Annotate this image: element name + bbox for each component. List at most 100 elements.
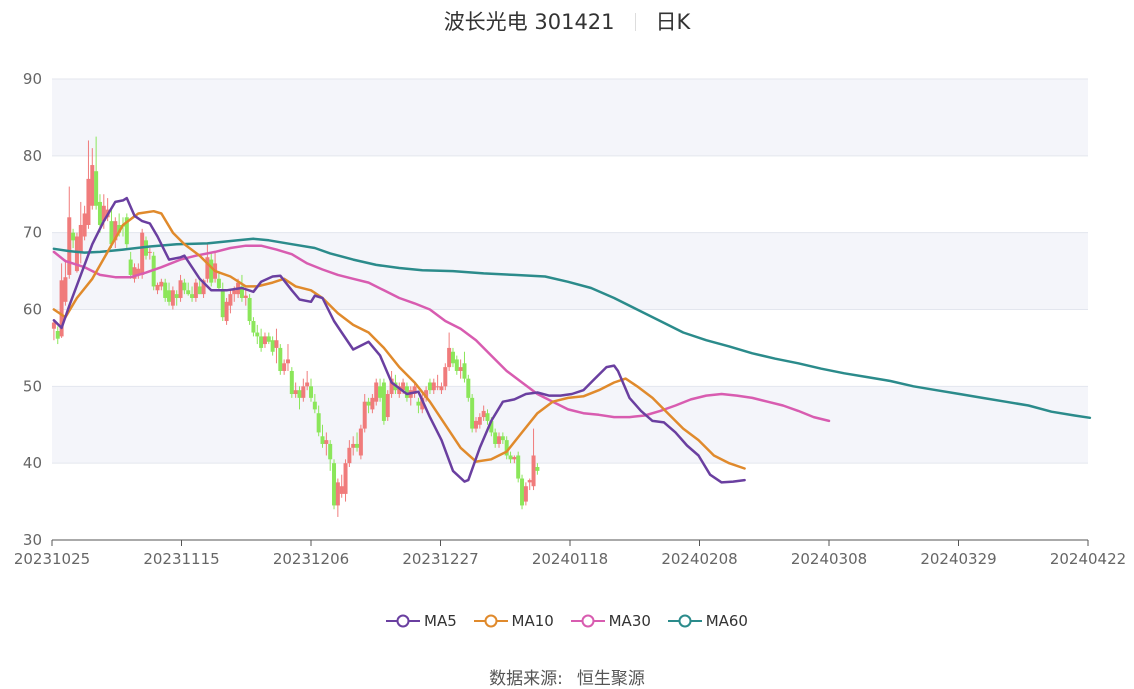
candle-body [220,290,225,318]
candle-body [224,301,229,322]
candle-body [90,165,95,206]
candle-body [243,295,248,298]
candle-body [439,386,444,391]
y-tick-label: 60 [23,301,42,319]
x-tick-label: 20231206 [273,550,349,568]
candle-body [255,332,260,337]
x-tick-label: 20240308 [791,550,867,568]
candle-body [266,336,271,342]
candle-body [247,297,252,322]
candle-body [332,463,337,506]
candle-body [431,382,436,391]
legend: MA5 MA10 MA30 MA60 [0,612,1134,632]
candle-body [63,277,68,302]
candle-body [270,340,275,352]
x-tick-label: 20231227 [402,550,478,568]
candle-body [466,378,471,398]
ma60-line [52,237,1092,420]
candle-body [424,390,429,398]
candle-body [67,217,72,275]
candle-body [520,478,525,506]
candle-body [347,447,352,464]
candle-body [228,294,233,306]
candle-body [113,221,118,241]
candle-body [320,436,325,444]
candle-body [159,281,164,287]
candle-body [78,224,83,252]
candle-body [163,282,168,298]
candle-body [301,386,306,398]
candle-body [259,336,264,348]
candle-body [450,351,455,364]
candle-body [239,286,244,298]
candle-body [197,286,202,295]
legend-item-ma10[interactable]: MA10 [473,612,554,630]
x-tick-label: 20240208 [661,550,737,568]
candle-body [193,282,198,298]
legend-ma5-marker [396,614,410,628]
candle-body [397,386,402,395]
x-tick-label: 20240329 [920,550,996,568]
candle-body [512,457,517,460]
candle-body [124,217,129,245]
candle-body [328,443,333,460]
candle-body [527,480,532,483]
candle-body [297,390,302,398]
legend-ma30-marker [581,614,595,628]
candle-body [473,420,478,429]
candle-body [343,463,348,494]
y-tick-label: 80 [23,147,42,165]
candle-body [232,290,237,295]
candle-body [278,347,283,371]
candle-body [205,257,210,279]
candle-body [209,259,214,283]
candle-body [262,336,267,345]
candle-body [86,178,91,225]
candle-body [358,428,363,456]
candle-body [489,420,494,433]
x-tick-label: 20240118 [532,550,608,568]
candle-body [420,397,425,410]
candle-body [309,386,313,398]
candle-body [51,322,56,329]
y-tick-label: 40 [23,454,42,472]
candle-body [140,232,145,275]
candle-body [178,280,183,298]
legend-item-ma5[interactable]: MA5 [386,612,457,630]
candle-body [366,401,371,406]
legend-ma10-label: MA10 [511,612,554,630]
candle-body [136,268,141,275]
candle-body [182,282,187,291]
candle-body [355,443,360,448]
candle-body [535,467,540,471]
candle-body [523,486,528,502]
x-tick-label: 20240422 [1050,550,1126,568]
candle-body [251,321,256,333]
candle-body [493,432,498,444]
candle-body [374,382,379,402]
candle-body [147,251,152,253]
candle-body [216,278,221,288]
candle-body [289,370,294,395]
legend-ma60-label: MA60 [705,612,748,630]
candle-body [485,413,490,421]
candle-body [378,386,383,398]
candle-body [470,397,475,429]
x-tick-label: 20231115 [143,550,219,568]
candle-body [508,455,513,460]
legend-item-ma60[interactable]: MA60 [667,612,748,630]
candle-body [97,201,102,225]
candle-body [339,486,344,494]
candle-body [316,413,321,433]
legend-item-ma30[interactable]: MA30 [570,612,651,630]
candle-body [170,290,175,306]
candle-body [385,394,390,418]
candle-body [55,331,60,339]
candle-body [389,378,394,395]
candle-body [351,443,356,448]
candle-body [497,436,502,444]
candle-body [167,290,172,302]
candle-body [186,290,191,295]
candle-body [74,236,79,272]
candle-body [454,359,459,371]
